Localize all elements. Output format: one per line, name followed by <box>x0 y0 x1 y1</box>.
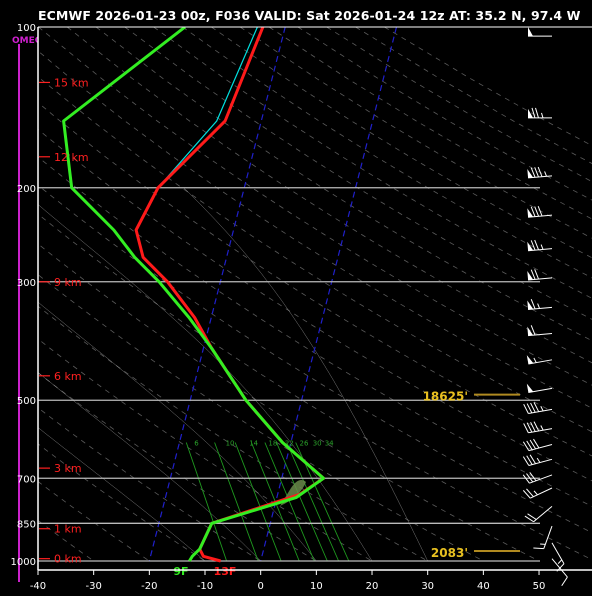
mixing-ratio-line <box>286 442 340 562</box>
wind-barb <box>526 383 553 393</box>
temperature-tick-label: 0 <box>257 581 263 592</box>
mixing-ratio-line <box>234 442 282 562</box>
temperature-tick-label: 20 <box>366 581 379 592</box>
dewpoint-trace <box>62 27 325 562</box>
minus-20-isotherm <box>148 27 286 562</box>
dry-adiabat <box>38 101 592 457</box>
moist-adiabat <box>38 372 261 562</box>
background-grid: 6 10 14 18 22 26 30 34 <box>38 27 592 562</box>
wind-barb <box>527 107 553 119</box>
moist-adiabat <box>38 301 317 562</box>
mixing-ratio-line <box>214 442 259 562</box>
wind-barb <box>527 27 553 37</box>
dry-adiabat <box>38 213 592 561</box>
pressure-tick-label: 850 <box>17 519 36 530</box>
wind-barb <box>527 166 553 179</box>
height-label: 1 km <box>54 523 82 536</box>
height-label: 3 km <box>54 462 82 475</box>
height-label: 15 km <box>54 76 89 89</box>
height-marker-label: 18625' <box>423 390 468 404</box>
dry-adiabat <box>38 27 592 386</box>
wind-barb <box>527 269 553 281</box>
dry-adiabat <box>153 27 592 299</box>
surface-dewpoint-label: 9F <box>173 565 188 578</box>
pressure-tick-label: 100 <box>17 23 36 34</box>
pressure-tick-label: 200 <box>17 184 36 195</box>
mixing-ratio-label: 10 <box>226 440 235 448</box>
temperature-tick-label: 30 <box>421 581 434 592</box>
temperature-tick-label: -30 <box>85 581 101 592</box>
pressure-tick-label: 500 <box>17 396 36 407</box>
mixing-ratio-label: 30 <box>313 440 322 448</box>
temperature-tick-label: 50 <box>533 581 546 592</box>
wind-barb <box>522 472 553 484</box>
mixing-ratio-label: 18 <box>268 440 277 448</box>
omega-label: OMEGA <box>12 36 50 46</box>
height-marker-label: 2083' <box>431 546 468 560</box>
height-label: 12 km <box>54 151 89 164</box>
temperature-tick-label: -20 <box>141 581 157 592</box>
wind-barb <box>524 505 553 523</box>
temperature-tick-label: 40 <box>477 581 490 592</box>
dry-adiabat <box>38 156 592 507</box>
dry-adiabat <box>38 407 261 562</box>
wind-barb <box>526 355 553 365</box>
mixing-ratio-label: 34 <box>325 440 334 448</box>
temperature-tick-label: -10 <box>197 581 213 592</box>
wind-barb <box>523 421 553 434</box>
dry-adiabat <box>124 27 592 320</box>
plot-area <box>38 27 592 570</box>
wind-barb <box>527 298 553 310</box>
mixing-ratio-label: 22 <box>285 440 294 448</box>
wind-barb <box>523 402 553 414</box>
moist-adiabat <box>183 187 428 562</box>
moist-adiabat <box>38 427 206 562</box>
pressure-tick-label: 300 <box>17 278 36 289</box>
dry-adiabat <box>38 184 592 534</box>
wind-barb <box>527 206 553 218</box>
wind-barb <box>527 325 553 337</box>
sounding-profiles <box>62 27 325 563</box>
pressure-tick-label: 1000 <box>11 557 36 568</box>
dry-adiabat <box>38 128 592 482</box>
mixing-ratio-label: 26 <box>300 440 309 448</box>
temperature-tick-label: 10 <box>310 581 323 592</box>
surface-temperature-label: 13F <box>214 565 237 578</box>
mixing-ratio-label: 6 <box>194 440 199 448</box>
wind-barbs <box>522 27 568 587</box>
pressure-tick-label: 700 <box>17 474 36 485</box>
chart-title: ECMWF 2026-01-23 00z, F036 VALID: Sat 20… <box>38 8 581 23</box>
wind-barb <box>527 239 553 252</box>
isobars <box>38 187 540 562</box>
mixing-ratio-line <box>276 442 328 562</box>
wind-barb <box>551 558 568 587</box>
mixing-ratio-line <box>264 442 315 562</box>
wind-barb <box>522 438 553 452</box>
dry-adiabat <box>38 76 592 433</box>
height-label: 0 km <box>54 553 82 566</box>
temperature-tick-label: -40 <box>30 581 46 592</box>
moist-adiabat <box>38 204 373 562</box>
height-label: 6 km <box>54 370 82 383</box>
wind-barb <box>522 487 553 499</box>
axis-labels: 100 200 300 500 700 850 1000 -40 -30 -20 -10 0 10 20 3… <box>11 23 546 592</box>
freezing-isotherm <box>260 27 398 562</box>
height-label: 9 km <box>54 276 82 289</box>
parcel-trace <box>157 27 258 189</box>
mixing-ratio-label: 14 <box>249 440 258 448</box>
wind-barb <box>533 525 553 550</box>
wind-barb <box>522 454 553 466</box>
mixing-ratio-line <box>185 442 228 562</box>
